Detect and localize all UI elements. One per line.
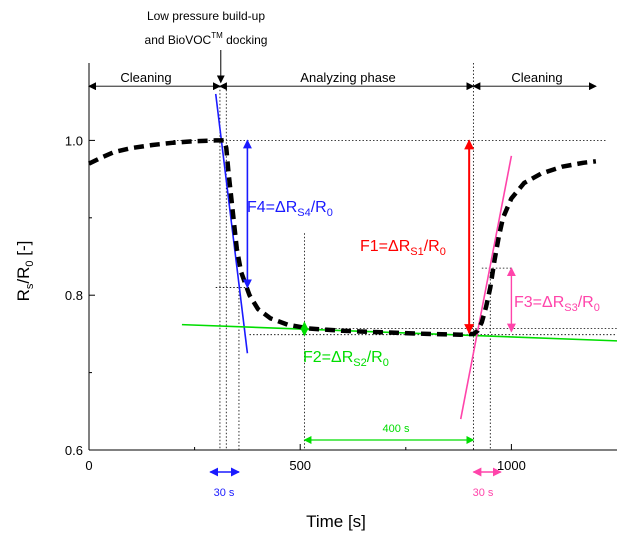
feature-label-f1: F1=ΔRS1/R0 (360, 238, 446, 258)
feature-label-f2: F2=ΔRS2/R0 (303, 349, 389, 369)
fit-line-1 (181, 323, 618, 342)
x-tick-label-1: 500 (289, 458, 311, 473)
fit-line-0 (214, 93, 249, 354)
x-tick-label-0: 0 (85, 458, 92, 473)
x-tick-label-2: 1000 (497, 458, 526, 473)
interval-label-400s: 400 s (383, 423, 410, 435)
phase-label-analyzing: Analyzing phase (300, 70, 395, 85)
y-tick-label-2: 1.0 (65, 133, 83, 148)
reference-lines (173, 63, 617, 450)
header-annotation-line1: Low pressure build-up (147, 9, 265, 23)
x-axis-label: Time [s] (306, 512, 366, 531)
y-axis-label: Rs/R0 [-] (14, 241, 36, 302)
header-annotation-line2: and BioVOCTM docking (145, 31, 268, 47)
phase-label-cleaning-1: Cleaning (120, 70, 171, 85)
feature-arrows (88, 50, 597, 477)
feature-label-f3: F3=ΔRS3/R0 (514, 294, 600, 314)
interval-label-blue-30s: 30 s (214, 487, 235, 499)
interval-label-pink-30s: 30 s (473, 487, 494, 499)
phase-label-cleaning-2: Cleaning (511, 70, 562, 85)
fit-line-2 (459, 155, 513, 420)
feature-label-f4: F4=ΔRS4/R0 (247, 199, 333, 219)
fit-lines (181, 93, 618, 420)
y-tick-label-1: 0.8 (65, 288, 83, 303)
y-tick-label-0: 0.6 (65, 443, 83, 458)
axis-ticks: 0 500 1000 0.6 0.8 1.0 (65, 133, 526, 473)
